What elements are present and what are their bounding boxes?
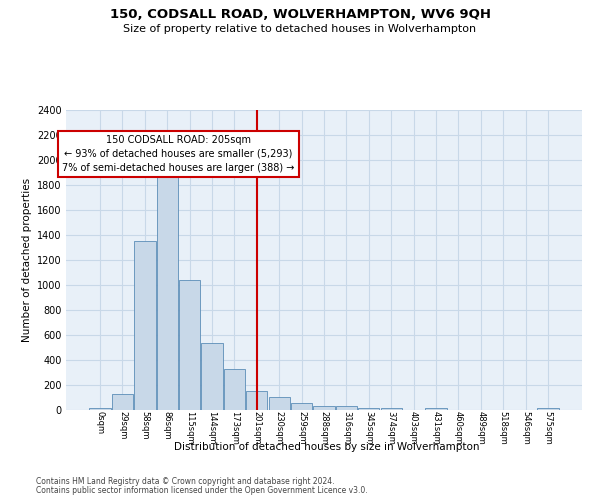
Text: Contains public sector information licensed under the Open Government Licence v3: Contains public sector information licen… [36,486,368,495]
Bar [224,369,245,410]
Text: Distribution of detached houses by size in Wolverhampton: Distribution of detached houses by size … [174,442,480,452]
Bar [269,397,290,410]
Bar [134,242,155,410]
Bar [179,280,200,410]
Bar [358,408,379,410]
Y-axis label: Number of detached properties: Number of detached properties [22,178,32,342]
Bar [89,408,111,410]
Bar [425,408,446,410]
Bar [336,406,357,410]
Text: Size of property relative to detached houses in Wolverhampton: Size of property relative to detached ho… [124,24,476,34]
Bar [246,390,268,410]
Text: Contains HM Land Registry data © Crown copyright and database right 2024.: Contains HM Land Registry data © Crown c… [36,478,335,486]
Bar [380,408,402,410]
Bar [291,403,312,410]
Bar [313,406,335,410]
Bar [202,342,223,410]
Bar [157,174,178,410]
Text: 150 CODSALL ROAD: 205sqm
← 93% of detached houses are smaller (5,293)
7% of semi: 150 CODSALL ROAD: 205sqm ← 93% of detach… [62,135,295,173]
Text: 150, CODSALL ROAD, WOLVERHAMPTON, WV6 9QH: 150, CODSALL ROAD, WOLVERHAMPTON, WV6 9Q… [110,8,491,20]
Bar [537,408,559,410]
Bar [112,394,133,410]
